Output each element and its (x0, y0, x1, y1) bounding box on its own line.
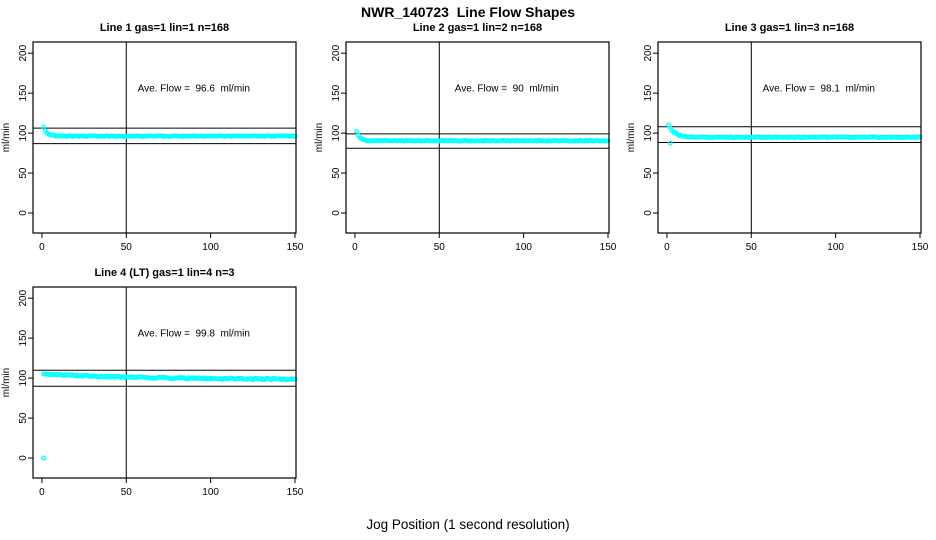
y-axis-ticks: 0 50 100 150 200 (331, 44, 346, 216)
data-points (354, 128, 611, 144)
figure-title: NWR_140723 Line Flow Shapes (361, 4, 575, 20)
svg-text:150: 150 (643, 84, 654, 101)
svg-text:150: 150 (287, 487, 304, 498)
y-axis-label: ml/min (314, 123, 325, 152)
svg-text:50: 50 (18, 167, 29, 179)
panel-title: Line 1 gas=1 lin=1 n=168 (99, 22, 230, 34)
svg-text:200: 200 (18, 44, 29, 61)
svg-text:0: 0 (39, 487, 45, 498)
svg-text:150: 150 (18, 84, 29, 101)
svg-text:100: 100 (18, 124, 29, 141)
svg-text:0: 0 (39, 242, 45, 253)
plot-area: 0 50 100 150 0 50 100 150 200 ml/min Ave. Flow = 9… (1, 286, 304, 498)
svg-text:0: 0 (352, 242, 358, 253)
plot-box (345, 41, 610, 234)
panel-title: Line 3 gas=1 lin=3 n=168 (724, 22, 855, 34)
panel-line-4: Line 4 (LT) gas=1 lin=4 n=3 0 50 100 150 0 50… (0, 267, 312, 511)
ave-flow-annotation: Ave. Flow = 98.1 ml/min (763, 84, 875, 95)
x-axis-ticks: 0 50 100 150 (664, 233, 929, 253)
svg-text:100: 100 (331, 124, 342, 141)
plot-area: 0 50 100 150 0 50 100 150 200 ml/min Ave. Flow = 9… (314, 41, 617, 253)
data-points (41, 124, 298, 139)
plot-area: 0 50 100 150 0 50 100 150 200 ml/min Ave. Flow = 9… (1, 41, 304, 253)
panel-line-3: Line 3 gas=1 lin=3 n=168 0 50 100 150 0 50 100… (625, 22, 936, 266)
y-axis-ticks: 0 50 100 150 200 (643, 44, 658, 216)
data-points (41, 371, 298, 461)
plot-box (657, 41, 922, 234)
svg-text:150: 150 (18, 329, 29, 346)
panel-title: Line 2 gas=1 lin=2 n=168 (412, 22, 543, 34)
plot-box (32, 286, 297, 479)
plot-box (32, 41, 297, 234)
svg-text:50: 50 (121, 487, 133, 498)
svg-text:150: 150 (600, 242, 617, 253)
panel-line-2: Line 2 gas=1 lin=2 n=168 0 50 100 150 0 50 100… (313, 22, 625, 266)
svg-text:200: 200 (643, 44, 654, 61)
svg-text:0: 0 (18, 455, 29, 461)
svg-text:150: 150 (287, 242, 304, 253)
panel-line-1: Line 1 gas=1 lin=1 n=168 0 50 100 150 0 50 100… (0, 22, 312, 266)
svg-text:100: 100 (202, 487, 219, 498)
plot-area: 0 50 100 150 0 50 100 150 200 ml/min Ave. Flow = 9… (626, 41, 929, 253)
svg-text:0: 0 (18, 210, 29, 216)
svg-text:200: 200 (18, 289, 29, 306)
svg-text:100: 100 (643, 124, 654, 141)
svg-text:150: 150 (331, 84, 342, 101)
data-points (666, 122, 923, 146)
svg-text:50: 50 (643, 167, 654, 179)
svg-text:200: 200 (331, 44, 342, 61)
x-axis-ticks: 0 50 100 150 (39, 233, 304, 253)
svg-text:100: 100 (202, 242, 219, 253)
svg-text:50: 50 (331, 167, 342, 179)
ave-flow-annotation: Ave. Flow = 99.8 ml/min (138, 329, 250, 340)
svg-text:0: 0 (664, 242, 670, 253)
ave-flow-annotation: Ave. Flow = 96.6 ml/min (138, 84, 250, 95)
svg-text:100: 100 (827, 242, 844, 253)
x-axis-ticks: 0 50 100 150 (352, 233, 617, 253)
svg-text:50: 50 (434, 242, 446, 253)
y-axis-label: ml/min (1, 368, 12, 397)
panel-title: Line 4 (LT) gas=1 lin=4 n=3 (94, 267, 235, 279)
x-axis-ticks: 0 50 100 150 (39, 478, 304, 498)
y-axis-ticks: 0 50 100 150 200 (18, 289, 33, 461)
y-axis-label: ml/min (1, 123, 12, 152)
svg-text:100: 100 (515, 242, 532, 253)
svg-text:50: 50 (746, 242, 758, 253)
svg-text:0: 0 (331, 210, 342, 216)
outlier-point (667, 140, 673, 146)
ave-flow-annotation: Ave. Flow = 90 ml/min (455, 84, 559, 95)
svg-text:50: 50 (121, 242, 133, 253)
svg-text:0: 0 (643, 210, 654, 216)
x-axis-figure-label: Jog Position (1 second resolution) (366, 517, 570, 532)
y-axis-ticks: 0 50 100 150 200 (18, 44, 33, 216)
y-axis-label: ml/min (626, 123, 637, 152)
svg-text:100: 100 (18, 369, 29, 386)
svg-text:150: 150 (912, 242, 929, 253)
outlier-point (41, 455, 47, 461)
svg-text:50: 50 (18, 412, 29, 424)
